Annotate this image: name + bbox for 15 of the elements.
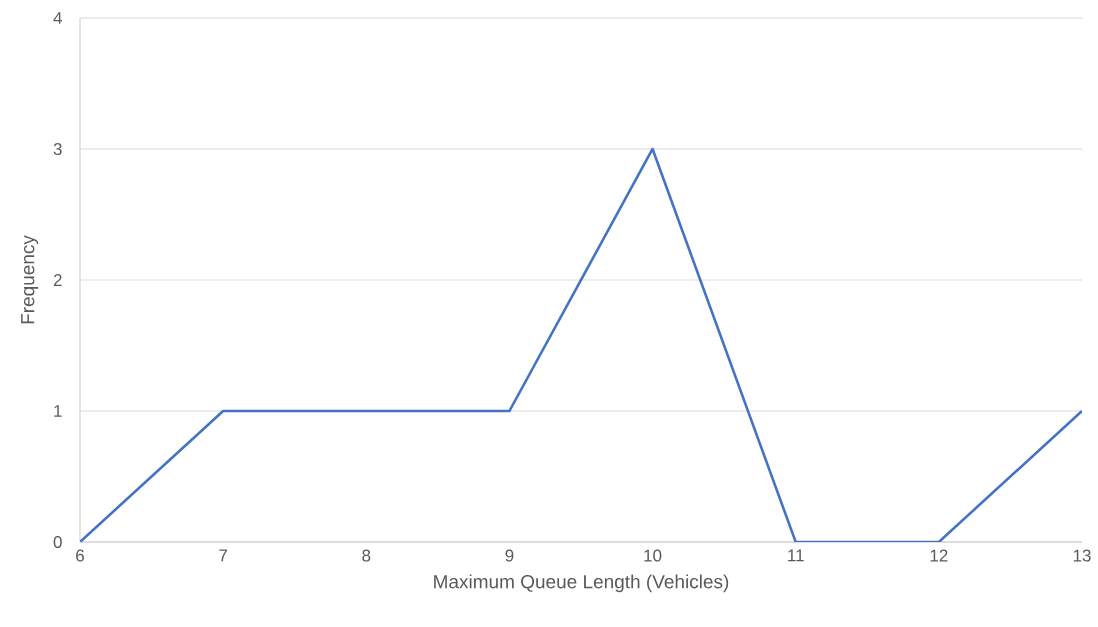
x-tick-label: 8 xyxy=(362,549,371,562)
y-tick-label: 4 xyxy=(53,12,62,24)
x-tick-label: 7 xyxy=(219,549,228,562)
y-tick-label: 0 xyxy=(53,535,62,549)
y-axis-title: Frequency xyxy=(21,235,39,324)
x-tick-label: 6 xyxy=(76,549,84,562)
x-tick-label: 11 xyxy=(788,549,804,562)
y-tick-label: 3 xyxy=(53,142,62,156)
y-tick-label: 2 xyxy=(53,274,62,286)
x-tick-label: 9 xyxy=(505,549,514,562)
y-tick-label: 1 xyxy=(54,405,62,417)
x-tick-label: 10 xyxy=(644,549,662,562)
x-axis-title: Maximum Queue Length (Vehicles) xyxy=(434,574,729,593)
x-tick-label: 12 xyxy=(930,549,948,562)
x-tick-label: 13 xyxy=(1073,549,1091,562)
